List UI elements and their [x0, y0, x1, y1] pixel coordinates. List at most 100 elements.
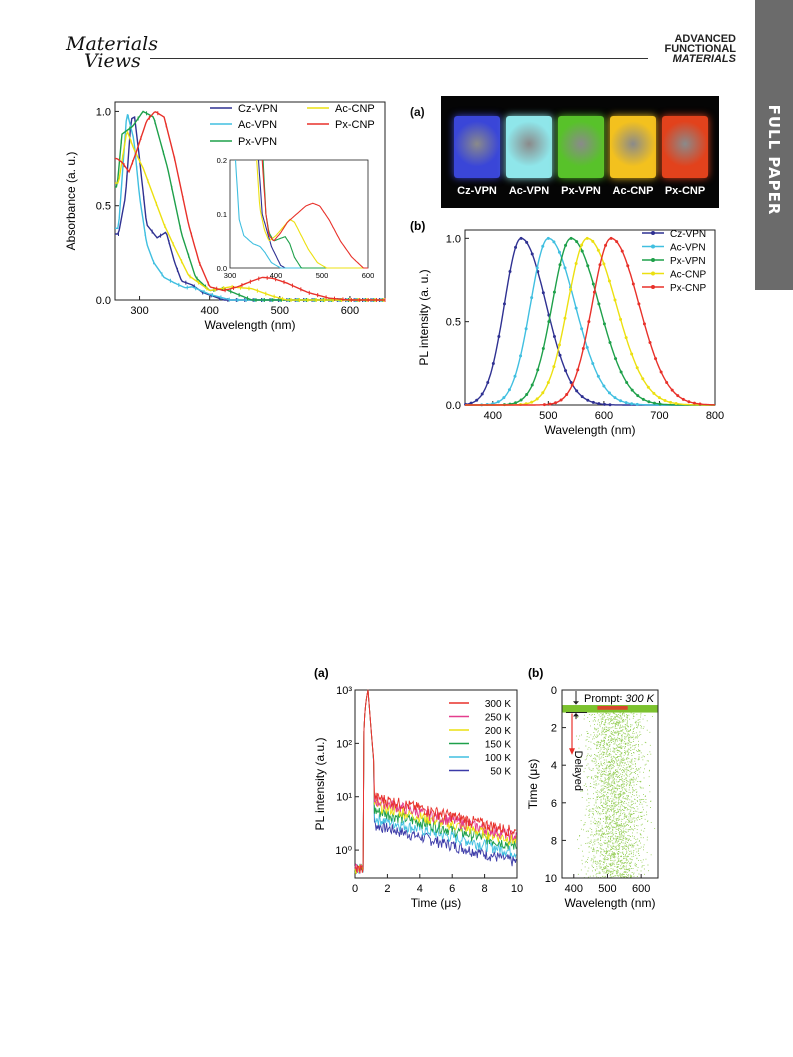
series-marker [608, 403, 612, 407]
prompt-label: Prompt [584, 693, 619, 705]
streak-panel-label: (b) [528, 666, 543, 680]
x-tick-label: 4 [417, 883, 423, 895]
series-line-Px-CNP [115, 111, 385, 301]
y-tick-label: 0.5 [96, 201, 111, 213]
series-marker [480, 392, 484, 396]
series-marker [541, 291, 545, 295]
legend-label: 300 K [485, 699, 511, 710]
x-tick-label: 0 [352, 883, 358, 895]
x-tick-label: 400 [484, 410, 502, 422]
absorbance-chart: 300 400 500 600 0.0 0.5 1.0 Wavelength (nm) Abso… [64, 101, 386, 332]
series-marker [496, 400, 500, 404]
materials-views-logo: Materials Views [66, 35, 158, 76]
sample-photo: Cz-VPN Ac-VPN Px-VPN Ac-CNP Px-CNP [441, 96, 719, 208]
x-axis-label: Wavelength (nm) [545, 423, 636, 437]
series-marker [530, 400, 534, 404]
series-marker [587, 320, 591, 324]
series-marker [546, 380, 550, 384]
series-marker [642, 322, 646, 326]
series-marker [613, 298, 617, 302]
header-rule [150, 58, 648, 59]
series-marker [646, 385, 650, 389]
x-tick-label: 800 [706, 410, 724, 422]
delayed-emission-scatter [576, 708, 656, 879]
series-marker [486, 380, 490, 384]
series-marker [497, 334, 501, 338]
brand-left-line2: Views [84, 50, 141, 72]
series-marker [652, 401, 656, 405]
series-marker [576, 368, 580, 372]
series-marker [652, 391, 656, 395]
series-marker [625, 380, 629, 384]
y-axis-label: Absorbance (a. u.) [64, 152, 78, 251]
series-marker [552, 240, 556, 244]
series-marker [665, 380, 669, 384]
legend-label: Px-CNP [670, 283, 706, 294]
sample-vial [610, 116, 656, 178]
legend-label: 100 K [485, 753, 511, 764]
series-marker [676, 394, 680, 398]
series-marker [554, 401, 558, 405]
series-marker [574, 306, 578, 310]
legend-label: 150 K [485, 740, 511, 751]
series-marker [635, 402, 639, 406]
series-marker [658, 402, 662, 406]
series-marker [530, 383, 534, 387]
series-marker [637, 302, 641, 306]
series-marker [541, 244, 545, 248]
series-marker [507, 388, 511, 392]
series-marker [687, 400, 691, 404]
series-marker [513, 374, 517, 378]
sample-label: Ac-CNP [612, 185, 654, 197]
journal-logo-line1: ADVANCED [674, 33, 736, 45]
series-marker [604, 243, 608, 247]
series-marker [624, 336, 628, 340]
inset-x-tick-label: 300 [224, 271, 237, 280]
y-tick-label: 10³ [336, 685, 352, 697]
series-marker [580, 327, 584, 331]
series-marker [563, 316, 567, 320]
inset-x-tick-label: 400 [270, 271, 283, 280]
series-marker [647, 400, 651, 404]
inset-y-tick-label: 0.2 [217, 156, 227, 165]
series-marker [698, 402, 702, 406]
delayed-arrowhead [569, 748, 575, 755]
series-marker [620, 249, 624, 253]
series-marker [602, 402, 606, 406]
y-axis-label: Time (μs) [526, 759, 540, 809]
series-marker [635, 366, 639, 370]
series-marker [535, 397, 539, 401]
x-tick-label: 600 [595, 410, 613, 422]
series-marker [530, 252, 534, 256]
series-marker [502, 396, 506, 400]
series-marker [591, 361, 595, 365]
series-marker [681, 397, 685, 401]
series-marker [598, 263, 602, 267]
series-marker [565, 393, 569, 397]
series-marker [581, 346, 585, 350]
y-tick-label: 0 [551, 685, 557, 697]
series-line-50 K [354, 689, 517, 875]
series-marker [508, 270, 512, 274]
series-marker [552, 290, 556, 294]
x-tick-label: 600 [341, 305, 359, 317]
x-tick-label: 700 [650, 410, 668, 422]
series-marker [602, 322, 606, 326]
series-marker [575, 389, 579, 393]
inset-x-tick-label: 500 [316, 271, 329, 280]
x-tick-label: 400 [565, 883, 583, 895]
series-marker [615, 240, 619, 244]
sample-vial [454, 116, 500, 178]
series-marker [626, 264, 630, 268]
series-marker [542, 403, 546, 407]
series-marker [663, 399, 667, 403]
plot-frame [561, 689, 659, 879]
series-marker [586, 264, 590, 268]
series-marker [630, 402, 634, 406]
series-marker [569, 236, 573, 240]
series-marker [535, 266, 539, 270]
series-marker [475, 398, 479, 402]
series-marker [514, 245, 518, 249]
y-axis-label: PL intensity (a.u.) [313, 738, 327, 831]
x-tick-label: 8 [482, 883, 488, 895]
